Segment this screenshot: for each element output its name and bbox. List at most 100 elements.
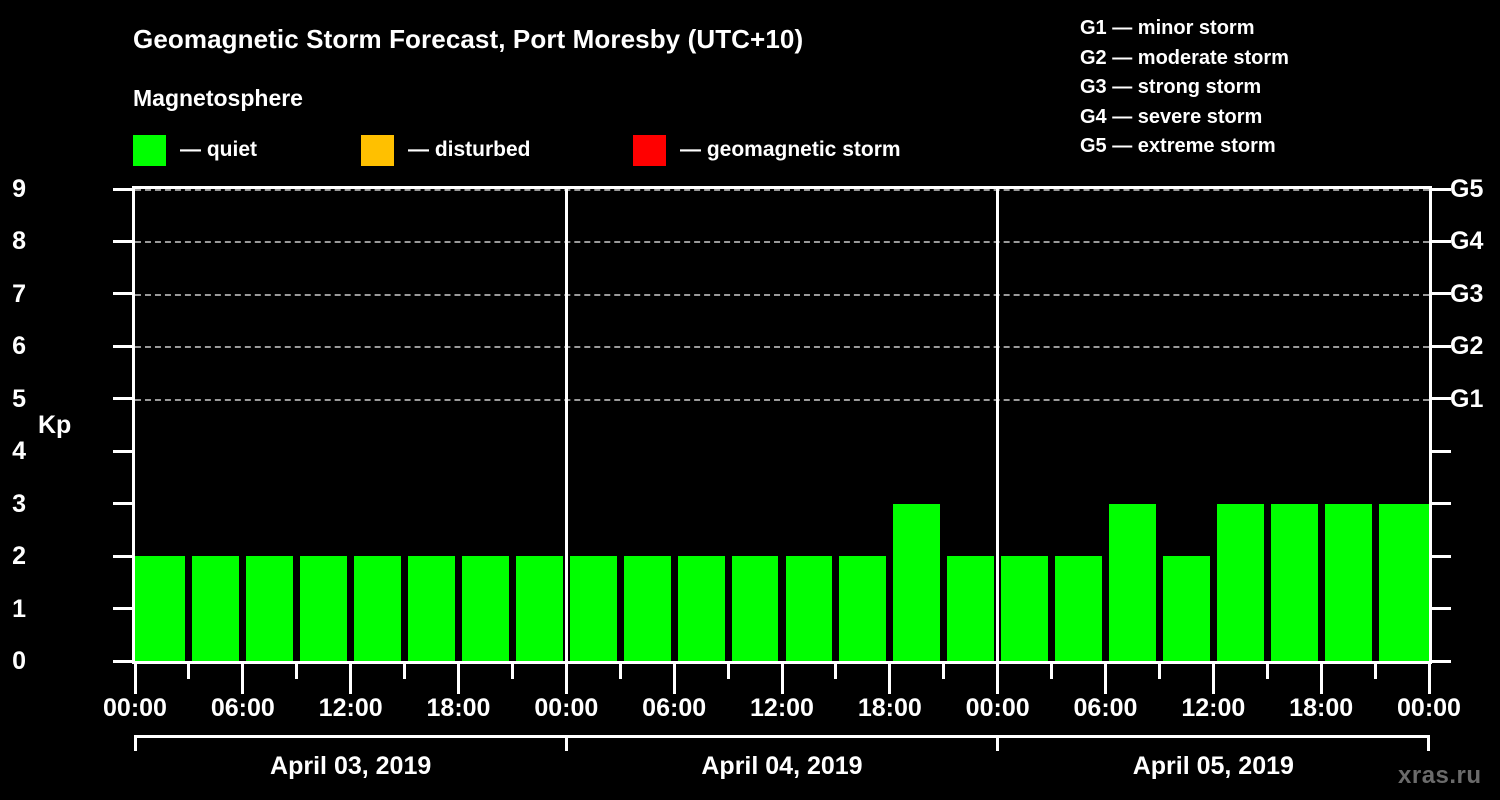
bar-kp [1324,503,1372,661]
bar-kp [569,556,617,661]
y-tick-mark-0 [113,659,132,663]
page-title: Geomagnetic Storm Forecast, Port Moresby… [133,24,804,54]
storm-swatch [633,134,666,166]
x-tick-label-8: 00:00 [965,694,1030,722]
x-tick-mark-h66 [1319,664,1323,694]
bar-kp [1216,503,1264,661]
x-tick-mark-h3 [187,664,191,679]
y-tick-mark-4 [113,449,132,453]
bar-kp [462,556,509,661]
watermark: xras.ru [1398,762,1482,789]
x-tick-label-3: 18:00 [426,694,491,722]
date-bracket-1 [133,735,568,751]
bar-kp [300,556,348,661]
date-label-1: April 03, 2019 [270,752,432,780]
g-tick-mark-minor-1 [1432,607,1451,611]
plot-inner [135,189,1429,661]
x-tick-label-9: 06:00 [1073,694,1138,722]
g-tick-label-G1: G1 [1450,384,1484,413]
y-tick-mark-1 [113,607,132,611]
day-separator [564,189,568,661]
x-tick-mark-h21 [510,664,514,679]
x-tick-label-4: 00:00 [534,694,599,722]
x-tick-label-1: 06:00 [210,694,275,722]
bar-kp [623,556,671,661]
y-tick-mark-7 [113,292,132,296]
day-separator [996,189,1000,661]
y-tick-label-5: 5 [12,384,26,413]
g-tick-mark-minor-3 [1432,502,1451,506]
bar-kp [839,556,887,661]
y-tick-label-0: 0 [12,647,26,675]
quiet-swatch [133,134,166,166]
x-tick-label-10: 12:00 [1181,694,1246,722]
bar-kp [677,556,725,661]
g-tick-mark-G4 [1432,239,1451,243]
gridline-kp-5 [135,398,1429,401]
y-tick-label-7: 7 [12,279,26,308]
disturbed-swatch [361,134,394,166]
chart-subtitle: Magnetosphere [133,85,303,111]
x-tick-mark-h12 [349,664,353,694]
bar-kp [1378,503,1429,661]
legend-item-label: — quiet [180,138,257,161]
g-legend-line-5: G5 — extreme storm [1080,135,1276,157]
bar-kp [1109,503,1156,661]
y-tick-mark-9 [113,187,132,191]
g-legend-line-1: G1 — minor storm [1080,17,1255,39]
gridline-kp-6 [135,346,1429,349]
g-tick-mark-G2 [1432,344,1451,348]
bar-kp [893,503,941,661]
bar-kp [246,556,294,661]
g-tick-label-G2: G2 [1450,332,1484,361]
x-tick-label-6: 12:00 [750,694,814,722]
g-tick-label-G4: G4 [1450,227,1484,256]
y-tick-mark-8 [113,239,132,243]
y-tick-label-8: 8 [12,227,26,256]
x-tick-mark-h54 [1104,664,1107,694]
x-tick-mark-h60 [1211,664,1215,694]
g-legend-line-2: G2 — moderate storm [1080,46,1289,69]
x-tick-mark-h45 [942,664,946,679]
x-tick-mark-h15 [403,664,407,679]
x-tick-mark-h48 [996,664,1000,694]
x-tick-mark-h57 [1157,664,1161,679]
g-tick-mark-minor-0 [1432,659,1451,663]
g-tick-mark-G1 [1432,397,1451,401]
x-tick-mark-h0 [133,664,137,694]
bar-kp [408,556,455,661]
date-bracket-3 [996,735,1431,751]
x-tick-label-7: 18:00 [857,694,922,722]
g-legend-line-3: G3 — strong storm [1080,76,1262,98]
y-tick-mark-5 [113,397,132,401]
y-axis-title: Kp [38,411,72,439]
g-tick-mark-G5 [1432,187,1451,191]
date-label-2: April 04, 2019 [701,752,863,780]
bar-kp [947,556,995,661]
x-tick-label-11: 18:00 [1289,694,1354,722]
bar-kp [785,556,833,661]
x-tick-mark-h27 [618,664,622,679]
g-tick-mark-minor-4 [1432,449,1451,453]
legend-item-label: — disturbed [408,138,531,161]
date-bracket-2 [564,735,1000,751]
x-tick-mark-h33 [726,664,730,679]
legend-item-1: — disturbed [361,134,531,166]
bar-kp [731,556,779,661]
bar-kp [515,556,563,661]
y-tick-label-2: 2 [12,542,26,571]
x-tick-label-12: 00:00 [1397,694,1461,722]
x-tick-mark-h30 [672,664,676,694]
bar-kp [1055,556,1102,661]
y-tick-label-4: 4 [12,437,26,466]
x-tick-mark-h36 [780,664,784,694]
g-tick-label-G5: G5 [1450,175,1484,203]
g-scale-legend: G1 — minor storm G2 — moderate storm G3 — … [1080,14,1289,162]
y-tick-mark-6 [113,344,132,348]
x-tick-mark-h24 [564,664,568,694]
bar-kp [1270,503,1318,661]
x-tick-label-0: 00:00 [103,694,167,722]
legend-item-0: — quiet [133,134,257,166]
x-tick-mark-h51 [1050,664,1054,679]
date-label-3: April 05, 2019 [1132,752,1294,780]
